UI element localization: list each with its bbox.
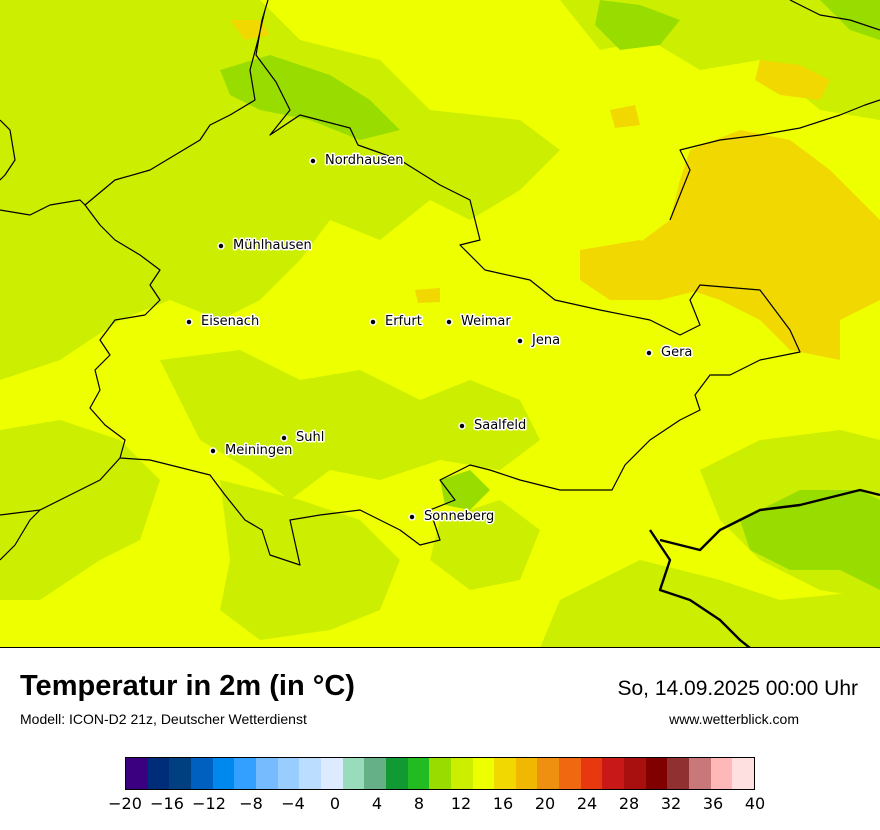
legend-swatch xyxy=(580,758,603,789)
legend-swatch xyxy=(559,758,581,789)
city-dot xyxy=(369,318,377,326)
city-erfurt: Erfurt xyxy=(369,313,423,331)
legend-swatch xyxy=(710,758,733,789)
city-jena: Jena xyxy=(516,332,562,350)
city-dot xyxy=(458,422,466,430)
city-label: Saalfeld xyxy=(474,418,526,433)
legend-tick-label: 12 xyxy=(450,794,472,813)
legend-swatch xyxy=(364,758,386,789)
city-suhl: Suhl xyxy=(280,429,326,447)
city-gera: Gera xyxy=(645,344,694,362)
temperature-map: Nordhausen Mühlhausen Eisenach Erfurt We… xyxy=(0,0,880,648)
legend-tick-label: 40 xyxy=(744,794,766,813)
city-dot xyxy=(408,513,416,521)
map-title: Temperatur in 2m (in °C) xyxy=(20,670,355,702)
legend-swatch xyxy=(732,758,755,789)
legend-swatch xyxy=(429,758,451,789)
temperature-field-16-20 xyxy=(230,20,880,360)
city-label: Weimar xyxy=(461,314,511,329)
city-dot xyxy=(309,157,317,165)
forecast-datetime: So, 14.09.2025 00:00 Uhr xyxy=(617,677,858,700)
legend-swatch xyxy=(689,758,711,789)
legend-swatch xyxy=(299,758,321,789)
model-subtitle: Modell: ICON-D2 21z, Deutscher Wetterdie… xyxy=(20,711,307,727)
legend-tick-label: −8 xyxy=(239,794,263,813)
legend-swatch xyxy=(624,758,646,789)
legend-swatch xyxy=(472,758,495,789)
legend-tick-label: 0 xyxy=(329,794,341,813)
legend-swatch xyxy=(126,758,148,789)
city-muehlhausen: Mühlhausen xyxy=(217,237,313,255)
legend-swatch xyxy=(169,758,191,789)
city-label: Jena xyxy=(531,333,560,348)
color-legend xyxy=(125,757,755,790)
city-weimar: Weimar xyxy=(445,313,513,331)
city-dot xyxy=(185,318,193,326)
city-label: Erfurt xyxy=(385,314,422,329)
legend-swatch xyxy=(147,758,170,789)
legend-swatch xyxy=(602,758,625,789)
city-label: Eisenach xyxy=(201,314,259,329)
city-nordhausen: Nordhausen xyxy=(309,152,405,170)
legend-swatch xyxy=(212,758,235,789)
legend-swatch xyxy=(234,758,256,789)
city-dot xyxy=(280,434,288,442)
city-dot xyxy=(445,318,453,326)
city-saalfeld: Saalfeld xyxy=(458,417,528,435)
city-dot xyxy=(516,337,524,345)
city-label: Mühlhausen xyxy=(233,238,312,253)
legend-tick-label: 28 xyxy=(618,794,640,813)
region-borders xyxy=(0,0,880,566)
legend-tick-label: −4 xyxy=(281,794,305,813)
legend-tick-label: 4 xyxy=(371,794,383,813)
legend-swatch xyxy=(494,758,516,789)
legend-tick-labels: −20 −16 −12 −8 −4 0 4 8 12 16 20 24 28 32 36 40 xyxy=(108,794,765,818)
city-label: Nordhausen xyxy=(325,153,404,168)
city-markers: Nordhausen Mühlhausen Eisenach Erfurt We… xyxy=(185,152,694,526)
city-dot xyxy=(645,349,653,357)
city-label: Meiningen xyxy=(225,443,292,458)
map-canvas: Nordhausen Mühlhausen Eisenach Erfurt We… xyxy=(0,0,880,647)
legend-swatch xyxy=(320,758,343,789)
legend-swatch xyxy=(515,758,538,789)
city-dot xyxy=(209,447,217,455)
legend-swatch xyxy=(342,758,365,789)
city-eisenach: Eisenach xyxy=(185,313,261,331)
legend-swatch xyxy=(667,758,690,789)
legend-tick-label: −12 xyxy=(192,794,226,813)
legend-tick-label: −16 xyxy=(150,794,184,813)
legend-swatch xyxy=(190,758,213,789)
country-border xyxy=(649,488,880,647)
legend-tick-label: 20 xyxy=(534,794,556,813)
website-link[interactable]: www.wetterblick.com xyxy=(669,711,799,727)
city-dot xyxy=(217,242,225,250)
legend-swatch xyxy=(537,758,560,789)
city-label: Gera xyxy=(661,345,692,360)
city-sonneberg: Sonneberg xyxy=(408,508,496,526)
legend-swatch xyxy=(450,758,473,789)
city-label: Sonneberg xyxy=(424,509,494,524)
legend-tick-label: 32 xyxy=(660,794,682,813)
legend-tick-label: 8 xyxy=(413,794,425,813)
legend-tick-label: 36 xyxy=(702,794,724,813)
legend-tick-label: 24 xyxy=(576,794,598,813)
legend-tick-label: −20 xyxy=(108,794,142,813)
city-label: Suhl xyxy=(296,430,324,445)
city-meiningen: Meiningen xyxy=(209,442,294,460)
legend-swatch xyxy=(255,758,278,789)
legend-swatch xyxy=(645,758,668,789)
legend-swatch xyxy=(277,758,300,789)
legend-swatch xyxy=(385,758,408,789)
legend-tick-label: 16 xyxy=(492,794,514,813)
legend-swatch xyxy=(407,758,430,789)
